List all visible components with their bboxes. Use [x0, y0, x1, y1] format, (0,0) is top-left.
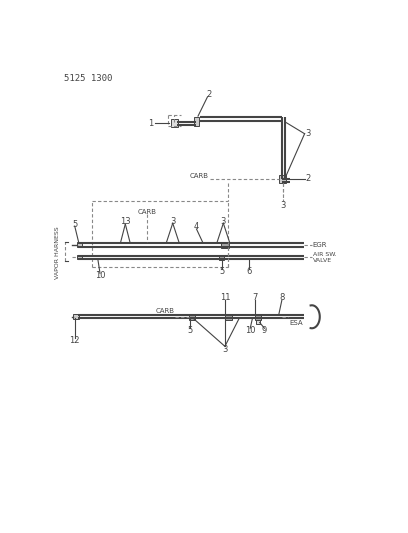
- Text: 3: 3: [222, 345, 228, 354]
- Text: 5125 1300: 5125 1300: [64, 74, 112, 83]
- Bar: [219, 255, 224, 260]
- Bar: [189, 314, 195, 320]
- Text: 5: 5: [219, 266, 224, 276]
- Text: 1: 1: [149, 119, 154, 128]
- Text: 13: 13: [120, 217, 131, 227]
- Bar: [221, 241, 229, 248]
- Text: 7: 7: [252, 293, 257, 302]
- Bar: [256, 320, 260, 324]
- Bar: [73, 314, 79, 319]
- Bar: [171, 119, 178, 127]
- Text: EGR: EGR: [313, 242, 327, 248]
- Text: ESA: ESA: [289, 319, 303, 326]
- Bar: [255, 314, 261, 320]
- Text: 11: 11: [220, 293, 230, 302]
- Bar: [279, 175, 286, 183]
- Text: CARB: CARB: [155, 308, 174, 314]
- Text: VAPOR HARNESS: VAPOR HARNESS: [55, 227, 60, 279]
- Text: 3: 3: [306, 129, 311, 138]
- Text: 10: 10: [245, 326, 255, 335]
- Text: 12: 12: [69, 336, 80, 345]
- Text: 3: 3: [281, 201, 286, 210]
- Text: CARB: CARB: [138, 209, 157, 215]
- Bar: [224, 314, 232, 320]
- Text: 3: 3: [170, 216, 175, 225]
- Text: 2: 2: [306, 174, 311, 183]
- Text: CARB: CARB: [190, 173, 209, 179]
- Text: 5: 5: [72, 220, 78, 229]
- Text: 5: 5: [188, 326, 193, 335]
- Bar: [77, 255, 82, 260]
- Text: 10: 10: [95, 271, 105, 280]
- Bar: [77, 243, 82, 247]
- Bar: [194, 117, 199, 126]
- Text: 8: 8: [279, 293, 284, 302]
- Text: 9: 9: [262, 326, 267, 335]
- Text: 3: 3: [221, 216, 226, 225]
- Text: AIR SW.
VALVE: AIR SW. VALVE: [313, 252, 337, 263]
- Text: 2: 2: [206, 90, 212, 99]
- Text: 4: 4: [194, 222, 199, 231]
- Text: 6: 6: [246, 266, 251, 276]
